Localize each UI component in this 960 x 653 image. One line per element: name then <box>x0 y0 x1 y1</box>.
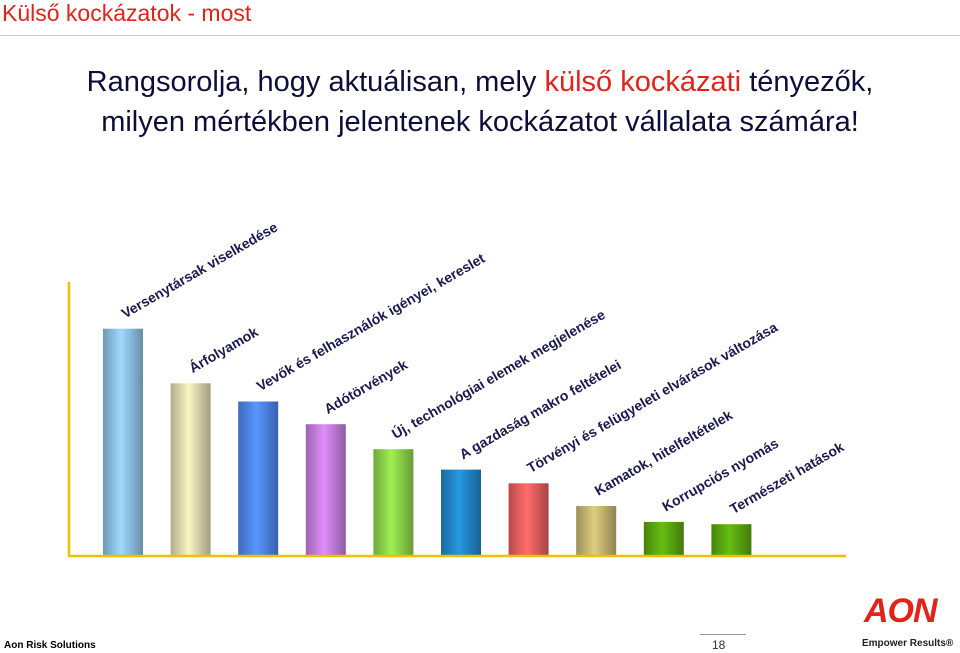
axes-group <box>67 282 846 558</box>
category-label-6: A gazdaság makro feltételei <box>457 356 624 462</box>
bar-3 <box>238 401 279 556</box>
category-label-1: Versenytársak viselkedése <box>119 219 281 322</box>
category-labels-group: Versenytársak viselkedéseÁrfolyamokVevők… <box>119 219 847 517</box>
category-label-2: Árfolyamok <box>186 323 261 375</box>
bar-6 <box>441 469 481 556</box>
category-label-5: Új, technológiai elemek megjelenése <box>388 305 608 442</box>
bar-10 <box>711 524 752 556</box>
question-line-1: Rangsorolja, hogy aktuálisan, mely külső… <box>0 66 960 99</box>
bar-2 <box>170 383 211 556</box>
logo-wordmark: AON <box>864 592 938 630</box>
aon-logo: AON <box>864 590 954 632</box>
question-line-1-start: Rangsorolja, hogy aktuálisan, mely <box>86 66 545 98</box>
bar-8 <box>576 506 617 556</box>
tagline: Empower Results® <box>862 638 954 649</box>
bar-5 <box>373 449 414 556</box>
category-label-3: Vevők és felhasználók igényei, kereslet <box>254 250 488 394</box>
footer-company: Aon Risk Solutions <box>4 640 96 651</box>
bar-4 <box>305 424 346 556</box>
title-divider <box>0 35 960 36</box>
category-label-4: Adótörvények <box>321 356 410 417</box>
page-number-rule <box>700 634 746 635</box>
chart-axes <box>67 282 846 558</box>
bar-1 <box>103 328 143 556</box>
bar-9 <box>643 521 684 556</box>
page-number: 18 <box>712 638 726 652</box>
question-line-2: milyen mértékben jelentenek kockázatot v… <box>101 106 859 138</box>
bars-group <box>103 328 752 556</box>
question-highlight: külső kockázati <box>544 66 742 98</box>
bar-7 <box>508 483 549 556</box>
slide-title: Külső kockázatok - most <box>2 0 252 26</box>
question-line-1-end: tényezők, <box>741 66 874 98</box>
